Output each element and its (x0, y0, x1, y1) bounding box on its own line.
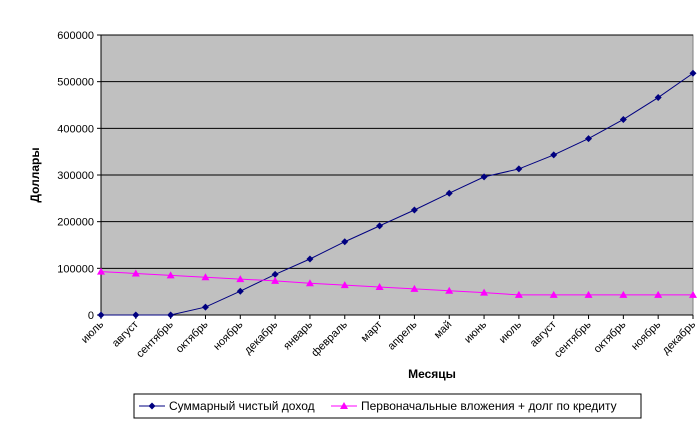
data-point (480, 173, 488, 181)
y-axis-title: Доллары (28, 147, 42, 202)
data-point (306, 255, 314, 263)
data-point (341, 238, 349, 246)
series-line (100, 271, 693, 296)
data-point (410, 206, 418, 214)
y-axis: 0 100000 200000 300000 400000 500000 600000 (57, 30, 102, 322)
legend: Суммарный чистый доход Первоначальные вло… (133, 393, 642, 419)
x-tick-label: август (110, 319, 141, 350)
series-line (101, 72, 694, 316)
x-tick-label: октябрь (592, 318, 629, 355)
x-tick-label: февраль (309, 318, 350, 359)
data-point (340, 402, 348, 409)
x-tick-label: июль (79, 318, 106, 345)
x-axis-title: Месяцы (408, 367, 456, 381)
y-tick-label: 200000 (57, 217, 94, 229)
x-tick-label: август (528, 319, 559, 350)
x-tick-label: май (432, 319, 455, 342)
legend-label: Суммарный чистый доход (169, 399, 315, 413)
data-point (515, 165, 523, 173)
x-tick-label: октябрь (174, 318, 211, 355)
y-tick-label: 400000 (57, 123, 94, 135)
legend-box (133, 393, 642, 419)
data-point (585, 135, 593, 143)
data-point (445, 189, 453, 197)
data-point (549, 290, 558, 298)
data-point (271, 270, 279, 278)
series (97, 69, 697, 319)
y-tick-label: 100000 (57, 263, 94, 275)
data-point (480, 288, 489, 296)
x-tick-label: декабрь (660, 318, 698, 356)
data-point (167, 311, 175, 319)
series-layer (97, 69, 697, 319)
data-point (97, 267, 105, 275)
data-point (514, 290, 523, 298)
x-tick-label: март (359, 319, 385, 345)
data-point (148, 402, 156, 410)
data-point (375, 283, 384, 290)
data-point (305, 279, 314, 287)
data-point (131, 269, 140, 277)
data-point (550, 151, 558, 159)
series (97, 267, 697, 298)
legend-label: Первоначальные вложения + долг по кредит… (361, 399, 617, 413)
legend-item: Суммарный чистый доход (139, 399, 315, 413)
data-point (689, 69, 697, 77)
data-point (97, 311, 105, 319)
y-tick-label: 300000 (57, 170, 94, 182)
x-tick-label: июнь (462, 318, 489, 345)
data-point (132, 311, 140, 319)
y-tick-label: 0 (88, 310, 94, 322)
data-point (236, 287, 244, 295)
data-point (445, 286, 454, 294)
y-tick-label: 500000 (57, 77, 94, 89)
data-point (584, 290, 593, 298)
x-tick-label: декабрь (242, 318, 280, 356)
legend-item: Первоначальные вложения + долг по кредит… (331, 399, 617, 413)
x-tick-label: ноябрь (211, 318, 245, 352)
data-point (376, 222, 384, 230)
data-point (236, 275, 245, 283)
data-point (410, 284, 419, 292)
data-point (619, 290, 628, 298)
x-tick-label: апрель (386, 318, 420, 352)
data-point (619, 115, 627, 123)
data-point (654, 290, 663, 298)
data-point (689, 290, 697, 298)
gridlines (101, 34, 693, 269)
x-tick-label: ноябрь (629, 318, 663, 352)
data-point (271, 276, 280, 284)
data-point (654, 94, 662, 102)
x-tick-label: январь (281, 318, 315, 352)
x-tick-label: сентябрь (552, 318, 594, 360)
data-point (201, 273, 210, 281)
data-point (166, 271, 175, 279)
x-tick-label: сентябрь (134, 318, 176, 360)
data-point (340, 281, 349, 289)
x-tick-label: июль (497, 318, 524, 345)
data-point (201, 303, 209, 311)
y-tick-label: 600000 (57, 30, 94, 42)
